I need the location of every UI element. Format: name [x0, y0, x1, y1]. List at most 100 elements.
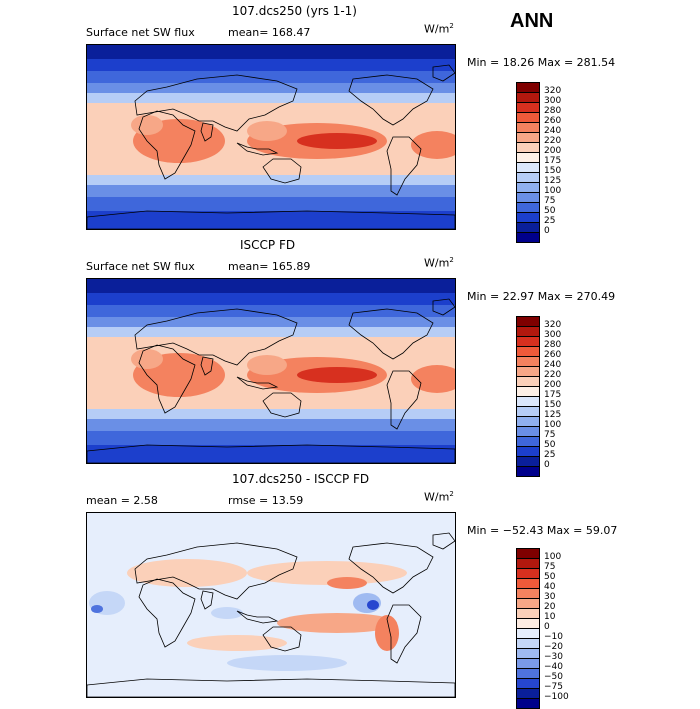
colorbar-swatch [517, 387, 539, 397]
colorbar-swatch [517, 367, 539, 377]
panel-rmse-label: rmse = 13.59 [228, 494, 304, 507]
panel-variable-label: Surface net SW flux [86, 260, 195, 273]
field-contour-region [87, 185, 455, 197]
colorbar-tick-label: 150 [544, 400, 562, 410]
colorbar-tick-label: 50 [544, 206, 556, 216]
panel-minmax-label: Min = −52.43 Max = 59.07 [467, 524, 618, 537]
colorbar-swatch [517, 589, 539, 599]
coastline [236, 142, 279, 156]
colorbar-swatch [517, 183, 539, 193]
colorbar-swatch [517, 377, 539, 387]
coastline [262, 158, 302, 184]
colorbar-tick-label: 100 [544, 552, 562, 562]
panel-title: 107.dcs250 (yrs 1-1) [232, 4, 357, 18]
coastline [87, 444, 455, 463]
field-contour-region [87, 83, 455, 93]
coastline [87, 210, 455, 229]
colorbar-swatch [517, 659, 539, 669]
colorbar-swatch [517, 93, 539, 103]
field-contour-region [247, 561, 407, 585]
field-contour-region [187, 635, 287, 651]
map-panel-difference [86, 512, 456, 698]
field-contour-region [87, 59, 455, 71]
colorbar-model: 320 300 280 260 240 220 200 175 150 125 100 75 50 25 0 [516, 82, 561, 243]
colorbar-tick-label: 240 [544, 126, 562, 136]
field-contour-region [87, 293, 455, 305]
coastline [432, 298, 455, 316]
colorbar-swatch [517, 689, 539, 699]
field-contour-region [247, 355, 287, 375]
panel-unit-label: W/m2 [424, 256, 454, 270]
panel-variable-label: Surface net SW flux [86, 26, 195, 39]
coastline [348, 74, 434, 126]
panel-mean-label: mean = 2.58 [86, 494, 158, 507]
colorbar-swatch [517, 599, 539, 609]
colorbar-tick-label: 40 [544, 582, 556, 592]
colorbar-tick-label: 175 [544, 156, 562, 166]
colorbar-tick-label: 125 [544, 410, 562, 420]
colorbar-tick-label: 175 [544, 390, 562, 400]
colorbar-swatch [517, 143, 539, 153]
colorbar-swatch [517, 203, 539, 213]
colorbar-swatch [517, 669, 539, 679]
coastline [200, 356, 214, 376]
coastline [348, 308, 434, 360]
colorbar-tick-label: 260 [544, 116, 562, 126]
colorbar-tick-label: 300 [544, 96, 562, 106]
colorbar-tick-label: 0 [544, 460, 550, 470]
coastline [134, 308, 298, 366]
colorbar-swatch [517, 317, 539, 327]
colorbar-tick-label: 10 [544, 612, 556, 622]
colorbar-tick-label: 280 [544, 106, 562, 116]
colorbar-swatch [517, 113, 539, 123]
field-contour-region [131, 349, 163, 369]
colorbar-swatch [517, 407, 539, 417]
season-label: ANN [510, 10, 554, 32]
coastline [138, 110, 196, 180]
colorbar-tick-label: 75 [544, 196, 556, 206]
colorbar-swatch [517, 193, 539, 203]
colorbar-tick-label: 100 [544, 420, 562, 430]
field-contour-region [297, 133, 377, 149]
coastline [236, 610, 279, 624]
field-contour-region [87, 431, 455, 445]
colorbar-swatch [517, 549, 539, 559]
colorbar-tick-label: −20 [544, 642, 563, 652]
coastline [386, 370, 422, 430]
colorbar-tick-label: 320 [544, 320, 562, 330]
field-contour-region [91, 605, 103, 613]
colorbar-tick-label: 75 [544, 562, 556, 572]
colorbar-swatch [517, 437, 539, 447]
field-contour-region [87, 317, 455, 327]
field-contour-region [87, 211, 455, 229]
coastline [262, 626, 302, 652]
panel-mean-label: mean= 165.89 [228, 260, 311, 273]
colorbar-tick-label: 320 [544, 86, 562, 96]
field-contour-region [87, 305, 455, 317]
field-contour-region [411, 131, 455, 159]
colorbar-swatch [517, 679, 539, 689]
field-contour-region [87, 327, 455, 337]
coastline [138, 344, 196, 414]
colorbar-tick-label: 30 [544, 592, 556, 602]
colorbar-swatch [517, 337, 539, 347]
colorbar-swatch [517, 609, 539, 619]
colorbar-swatch [517, 569, 539, 579]
colorbar-swatch [517, 173, 539, 183]
field-contour-region [87, 71, 455, 83]
colorbar-swatch [517, 163, 539, 173]
colorbar-swatch [517, 629, 539, 639]
colorbar-swatch [517, 699, 539, 709]
panel-minmax-label: Min = 22.97 Max = 270.49 [467, 290, 616, 303]
colorbar-tick-label: 75 [544, 430, 556, 440]
field-contour-region [87, 419, 455, 431]
colorbar-tick-label: 220 [544, 370, 562, 380]
colorbar-swatch [517, 223, 539, 233]
colorbar-swatch [517, 649, 539, 659]
colorbar-tick-label: 50 [544, 572, 556, 582]
colorbar-swatch [517, 427, 539, 437]
field-contour-region [131, 115, 163, 135]
field-contour-region [87, 93, 455, 103]
colorbar-tick-label: 200 [544, 146, 562, 156]
field-contour-region [247, 121, 287, 141]
